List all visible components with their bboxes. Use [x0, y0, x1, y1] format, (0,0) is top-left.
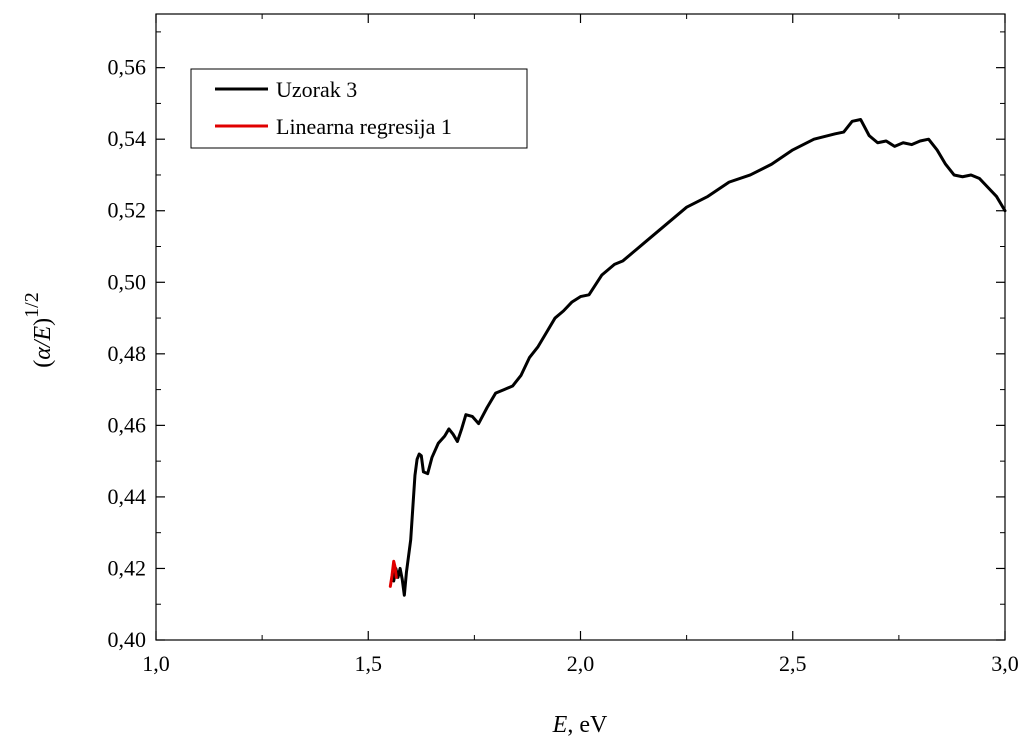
x-tick-label: 1,5: [355, 651, 383, 676]
x-tick-label: 2,0: [567, 651, 595, 676]
legend-label-uzorak-3: Uzorak 3: [276, 77, 357, 102]
y-axis-title: (α/E)1/2: [21, 292, 56, 368]
series-layer: [388, 118, 1007, 597]
legend: Uzorak 3 Linearna regresija 1: [190, 68, 528, 149]
y-tick-label: 0,42: [108, 555, 147, 580]
legend-box: [190, 68, 528, 149]
x-tick-label: 2,5: [779, 651, 807, 676]
x-tick-label: 1,0: [142, 651, 170, 676]
y-axis: 0,40 0,42 0,44 0,46 0,48 0,50 0,52 0,54 0,56: [108, 31, 1005, 652]
y-tick-label: 0,44: [108, 484, 147, 509]
x-tick-label: 3,0: [991, 651, 1019, 676]
series-line-uzorak-3: [392, 118, 1007, 597]
y-tick-label: 0,46: [108, 412, 147, 437]
x-axis: 1,0 1,5 2,0 2,5 3,0: [142, 14, 1019, 676]
y-tick-label: 0,48: [108, 341, 147, 366]
y-tick-label: 0,56: [108, 55, 147, 80]
legend-label-linearna-regresija: Linearna regresija 1: [276, 114, 452, 139]
y-tick-label: 0,40: [108, 627, 147, 652]
y-tick-label: 0,52: [108, 198, 147, 223]
series-line-linearna-regresija-1: [388, 559, 398, 588]
y-tick-label: 0,50: [108, 269, 147, 294]
x-axis-title: E, eV: [552, 712, 608, 738]
y-tick-label: 0,54: [108, 126, 147, 151]
